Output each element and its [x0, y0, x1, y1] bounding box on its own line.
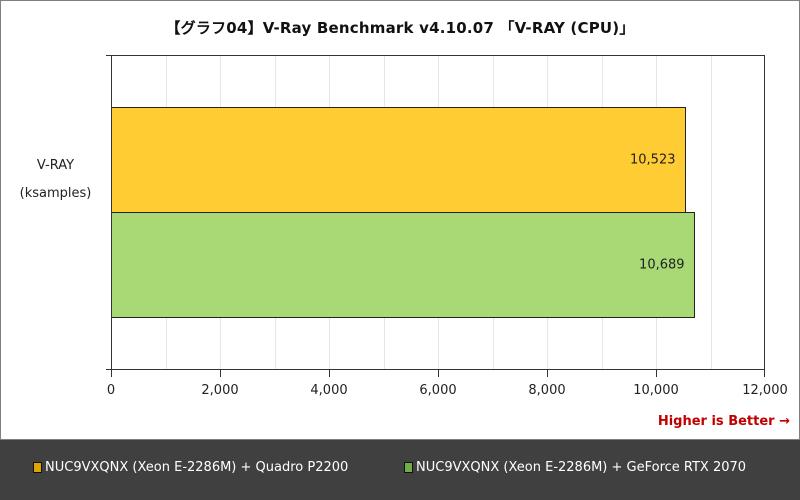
legend-swatch-icon	[404, 462, 413, 473]
plot-area: 10,523 10,689	[111, 55, 765, 370]
grid-line	[710, 56, 712, 369]
bar-value-label: 10,523	[630, 152, 676, 168]
x-tick-label: 8,000	[528, 383, 566, 398]
axis-stub-top	[106, 55, 112, 56]
x-tick-label: 0	[106, 383, 116, 398]
y-category-label-line2: (ksamples)	[19, 186, 92, 201]
x-tick-label: 4,000	[310, 383, 348, 398]
x-tick	[764, 370, 765, 377]
bar-geforce-rtx-2070: 10,689	[112, 212, 695, 318]
x-tick-label: 10,000	[633, 383, 679, 398]
x-tick-label: 12,000	[742, 383, 788, 398]
bar-quadro-p2200: 10,523	[112, 107, 686, 213]
x-tick-label: 2,000	[201, 383, 239, 398]
bar-value-label: 10,689	[639, 257, 685, 273]
axis-stub-bottom	[106, 369, 112, 370]
legend-swatch-icon	[33, 462, 42, 473]
legend-label: NUC9VXQNX (Xeon E-2286M) + Quadro P2200	[45, 460, 349, 475]
x-tick	[547, 370, 548, 377]
x-tick	[656, 370, 657, 377]
higher-is-better-note: Higher is Better →	[657, 414, 790, 429]
x-tick	[111, 370, 112, 377]
chart-title: 【グラフ04】V-Ray Benchmark v4.10.07 「V-RAY (…	[165, 19, 635, 37]
legend-item-geforce: NUC9VXQNX (Xeon E-2286M) + GeForce RTX 2…	[404, 460, 746, 475]
x-tick	[220, 370, 221, 377]
legend: NUC9VXQNX (Xeon E-2286M) + Quadro P2200 …	[0, 439, 800, 500]
x-tick	[438, 370, 439, 377]
x-tick	[329, 370, 330, 377]
y-category-label-line1: V-RAY	[36, 158, 75, 173]
legend-label: NUC9VXQNX (Xeon E-2286M) + GeForce RTX 2…	[416, 460, 747, 475]
x-tick-label: 6,000	[419, 383, 457, 398]
legend-item-quadro: NUC9VXQNX (Xeon E-2286M) + Quadro P2200	[33, 460, 348, 475]
